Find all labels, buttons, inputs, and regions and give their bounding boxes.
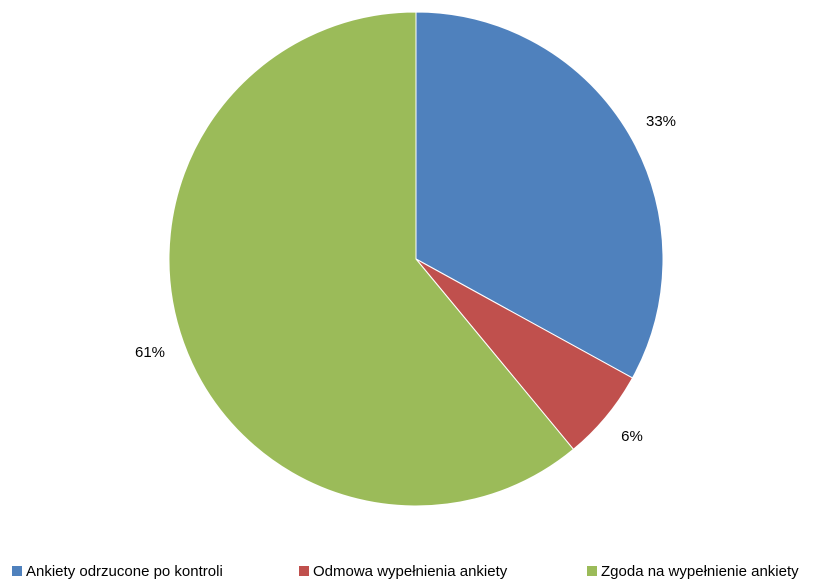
pie-data-labels: 33% 6% 61% [135, 113, 676, 445]
pie-slices [168, 11, 664, 507]
legend-label-1: Ankiety odrzucone po kontroli [26, 563, 223, 580]
legend-swatch-1 [12, 566, 22, 576]
legend-entry-3: Zgoda na wypełnienie ankiety [587, 563, 799, 580]
legend-swatch-3 [587, 566, 597, 576]
legend-label-2: Odmowa wypełnienia ankiety [313, 563, 508, 580]
data-label-2: 6% [621, 428, 643, 445]
legend-entry-1: Ankiety odrzucone po kontroli [12, 563, 223, 580]
legend-swatch-2 [299, 566, 309, 576]
legend-label-3: Zgoda na wypełnienie ankiety [601, 563, 799, 580]
legend: Ankiety odrzucone po kontroli Odmowa wype… [12, 563, 799, 580]
data-label-3: 61% [135, 344, 165, 361]
data-label-1: 33% [646, 113, 676, 130]
legend-entry-2: Odmowa wypełnienia ankiety [299, 563, 508, 580]
pie-slice-3 [168, 11, 575, 507]
pie-slice-1 [415, 11, 664, 379]
